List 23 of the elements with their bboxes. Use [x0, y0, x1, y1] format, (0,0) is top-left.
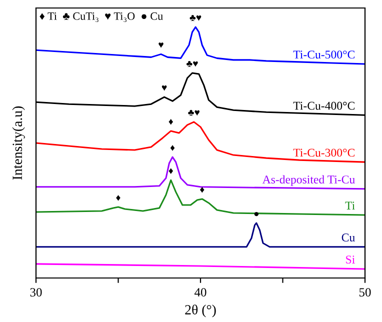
x-tick-label: 50: [359, 288, 371, 297]
annotation: ♥: [162, 85, 167, 91]
y-axis-title: Intensity(a.u): [12, 106, 25, 180]
annotation: ♦: [116, 194, 120, 201]
x-tick-label: 40: [194, 288, 206, 297]
series-label: Cu: [342, 234, 355, 242]
series-label: Ti-Cu-400°C: [293, 102, 354, 110]
annotation: ♣♥: [188, 110, 200, 116]
x-tick-label: 30: [30, 288, 42, 297]
annotation: ♦: [170, 145, 175, 151]
text: ♦ Ti ♣ CuTi₃ ♥ Ti₃O ● Cu: [40, 12, 163, 22]
series-label: Ti: [345, 202, 355, 210]
x-axis-title: 2θ (°): [185, 304, 216, 318]
annotation: ♦: [168, 118, 174, 125]
annotation: ♣♥: [186, 60, 198, 67]
series-label: As-deposited Ti-Cu: [262, 175, 355, 186]
series-label: Ti-Cu-300°C: [293, 148, 354, 157]
annotation: ♦: [168, 168, 174, 174]
annotation: ♣♥: [190, 15, 202, 21]
series-label: Ti-Cu-500°C: [293, 50, 354, 59]
series-label: Si: [346, 256, 355, 264]
annotation: ♦: [200, 186, 204, 193]
annotation: ♥: [158, 42, 164, 48]
